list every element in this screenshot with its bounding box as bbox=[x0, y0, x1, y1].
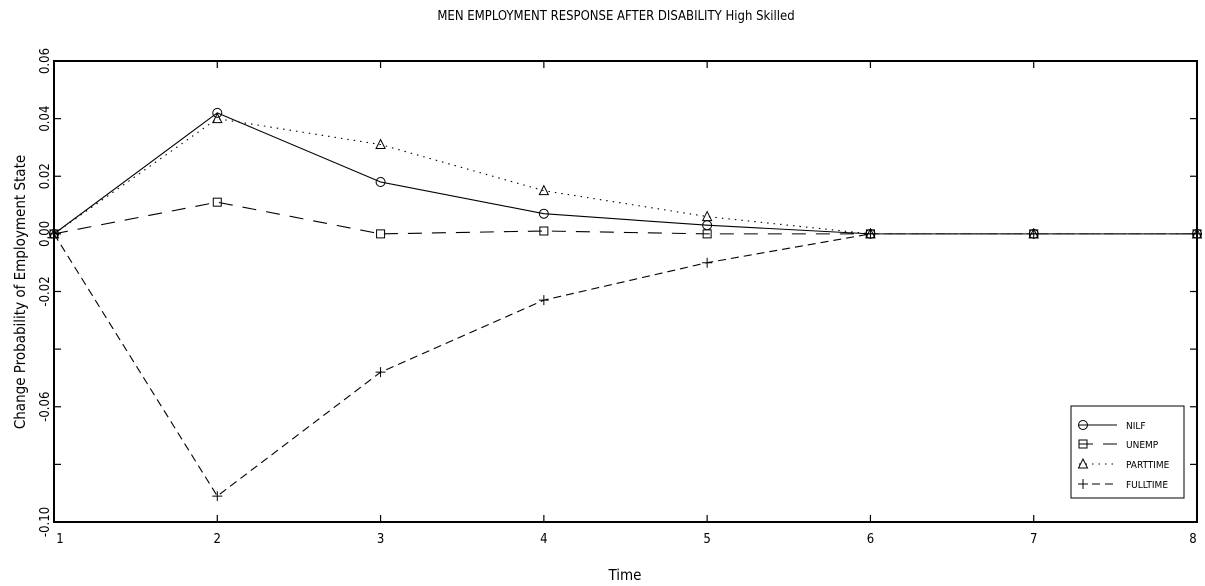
x-tick-label: 1 bbox=[56, 532, 63, 547]
series-line-nilf bbox=[53, 112, 1197, 235]
y-axis: -0.10 -0.06 -0.02 0.00 0.02 0.04 0.06 bbox=[38, 48, 1197, 537]
x-axis: 1 2 3 4 5 6 7 8 bbox=[53, 61, 1198, 547]
data-point-fulltime bbox=[49, 228, 59, 239]
legend-marker-fulltime bbox=[1078, 479, 1088, 489]
data-point-nilf bbox=[538, 208, 549, 219]
data-point-parttime bbox=[538, 184, 550, 196]
x-tick-label: 7 bbox=[1030, 532, 1037, 547]
x-tick-label: 5 bbox=[703, 532, 710, 547]
data-point-parttime bbox=[211, 112, 223, 124]
data-point-unemp bbox=[702, 229, 712, 239]
y-tick-label: 0.00 bbox=[38, 221, 53, 247]
legend-box bbox=[1070, 405, 1185, 499]
data-point-parttime bbox=[701, 210, 713, 222]
data-point-nilf bbox=[375, 177, 386, 188]
chart-title: MEN EMPLOYMENT RESPONSE AFTER DISABILITY… bbox=[437, 9, 794, 24]
data-point-nilf bbox=[212, 107, 223, 118]
legend-marker-parttime bbox=[1077, 457, 1089, 469]
legend-label-fulltime: FULLTIME bbox=[1126, 480, 1168, 491]
x-tick-label: 3 bbox=[377, 532, 384, 547]
legend-marker-unemp bbox=[1078, 439, 1088, 449]
data-point-fulltime bbox=[212, 491, 223, 502]
data-point-unemp bbox=[212, 197, 222, 207]
legend: NILF UNEMP PARTTIME FULLTIME bbox=[1070, 405, 1185, 499]
y-tick-label: 0.04 bbox=[38, 106, 53, 132]
data-point-fulltime bbox=[1192, 228, 1202, 239]
data-point-unemp bbox=[539, 226, 549, 236]
legend-label-nilf: NILF bbox=[1126, 421, 1146, 432]
data-point-fulltime bbox=[702, 257, 713, 268]
data-point-unemp bbox=[376, 229, 386, 239]
data-point-fulltime bbox=[538, 295, 549, 306]
y-tick-label: -0.10 bbox=[38, 507, 53, 537]
legend-label-parttime: PARTTIME bbox=[1126, 460, 1170, 471]
data-point-fulltime bbox=[1028, 228, 1039, 239]
data-point-fulltime bbox=[375, 367, 386, 378]
data-point-fulltime bbox=[865, 228, 876, 239]
legend-marker-nilf bbox=[1078, 420, 1088, 430]
legend-label-unemp: UNEMP bbox=[1126, 440, 1159, 451]
x-axis-label: Time bbox=[608, 566, 642, 584]
y-axis-label: Change Probability of Employment State bbox=[11, 155, 29, 429]
series-lines bbox=[53, 112, 1197, 497]
x-tick-label: 6 bbox=[867, 532, 874, 547]
y-tick-label: -0.06 bbox=[38, 392, 53, 422]
x-tick-label: 2 bbox=[214, 532, 221, 547]
y-tick-label: -0.02 bbox=[38, 276, 53, 306]
plot-area: -0.10 -0.06 -0.02 0.00 0.02 0.04 0.06 1 2 3 4 5 6 7 8 bbox=[38, 48, 1203, 547]
y-tick-label: 0.02 bbox=[38, 163, 53, 189]
x-tick-label: 4 bbox=[540, 532, 547, 547]
y-tick-label: 0.06 bbox=[38, 48, 53, 74]
data-point-parttime bbox=[375, 138, 386, 150]
plot-frame bbox=[53, 60, 1198, 523]
series-markers bbox=[48, 107, 1203, 502]
series-line-parttime bbox=[53, 118, 1197, 235]
x-tick-label: 8 bbox=[1189, 532, 1196, 547]
series-line-fulltime bbox=[53, 233, 1197, 497]
series-line-unemp bbox=[53, 201, 1197, 235]
